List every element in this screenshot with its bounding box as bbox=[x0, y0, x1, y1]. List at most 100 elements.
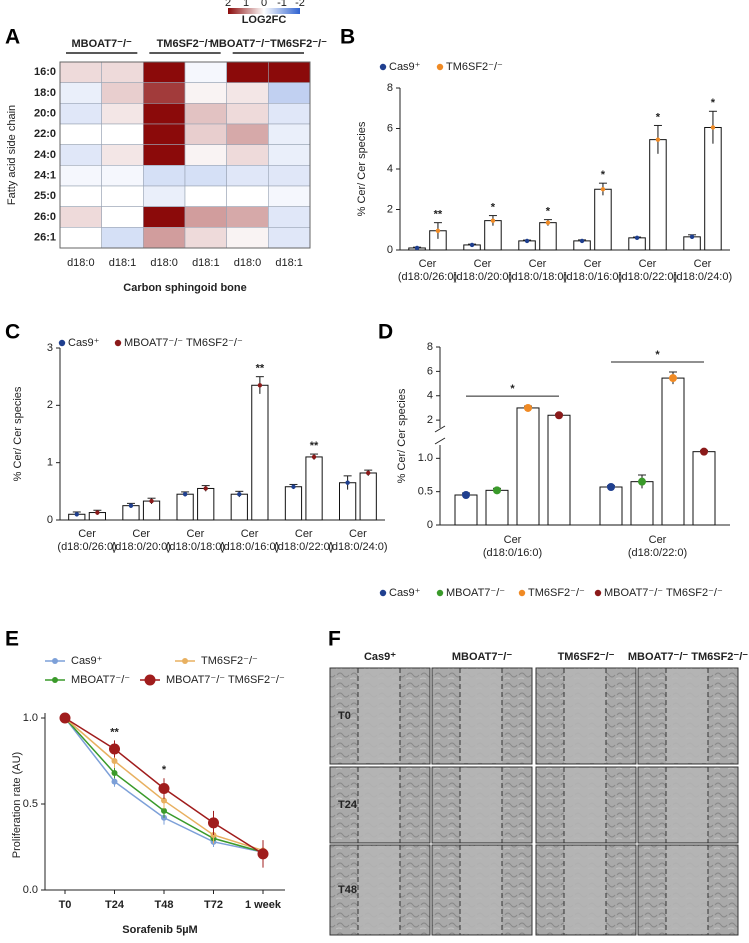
x-tick-label-line: (d18:0/16:0) bbox=[483, 547, 542, 559]
heatmap-cell bbox=[59, 61, 102, 83]
legend-label: MBOAT7⁻/⁻ bbox=[446, 587, 505, 599]
x-tick-label-line: (d18:0/20:0) bbox=[112, 541, 171, 553]
heatmap-cell bbox=[226, 123, 269, 145]
legend-label: Cas9⁺ bbox=[68, 337, 100, 349]
column-label: d18:0 bbox=[150, 257, 178, 269]
heatmap-cell bbox=[101, 227, 144, 249]
point bbox=[111, 770, 118, 777]
significance: * bbox=[546, 206, 551, 218]
legend-marker bbox=[182, 658, 188, 664]
x-tick-label-line: (d18:0/20:0) bbox=[453, 271, 512, 283]
group-label: TM6SF2⁻/⁻ bbox=[157, 38, 214, 50]
mean-marker bbox=[524, 238, 530, 244]
point bbox=[208, 817, 219, 829]
y-tick-label: 1.0 bbox=[23, 712, 38, 724]
x-tick-label-line: Cer bbox=[694, 258, 712, 270]
legend-label: MBOAT7⁻/⁻ TM6SF2⁻/⁻ bbox=[124, 337, 243, 349]
bar bbox=[176, 493, 194, 521]
heatmap-cell bbox=[101, 206, 144, 228]
mean-marker bbox=[700, 447, 708, 456]
wound-gap bbox=[564, 768, 606, 842]
bar bbox=[485, 489, 509, 526]
significance: * bbox=[162, 764, 167, 776]
heatmap-cell bbox=[226, 227, 269, 249]
x-tick-label: Cer (d18:0/24:0) bbox=[328, 528, 387, 553]
y-tick-label: 1 bbox=[47, 457, 53, 469]
x-tick-label-line: Cer bbox=[584, 258, 602, 270]
axis-break bbox=[434, 425, 446, 433]
heatmap-cell bbox=[184, 185, 227, 207]
column-label: d18:1 bbox=[109, 257, 137, 269]
column-label: d18:1 bbox=[192, 257, 220, 269]
legend-marker bbox=[436, 63, 444, 71]
legend-marker bbox=[144, 674, 156, 686]
row-label: 18:0 bbox=[34, 87, 56, 99]
y-axis-label: % Cer/ Cer species bbox=[396, 388, 408, 483]
heatmap-cell bbox=[184, 206, 227, 228]
x-tick-label-line: Cer bbox=[529, 258, 547, 270]
x-tick-label-line: (d18:0/24:0) bbox=[328, 541, 387, 553]
legend-marker bbox=[379, 589, 387, 597]
mean-marker bbox=[600, 187, 606, 192]
row-label: 20:0 bbox=[34, 108, 56, 120]
y-tick-label: 1.0 bbox=[418, 452, 433, 464]
row-label: T24 bbox=[338, 799, 358, 811]
mean-marker bbox=[366, 470, 371, 476]
heatmap-cell bbox=[184, 61, 227, 83]
bar bbox=[599, 486, 623, 526]
mean-marker bbox=[128, 503, 134, 508]
colorbar-tick-label: 0 bbox=[261, 0, 267, 9]
column-label: Cas9⁺ bbox=[364, 651, 396, 663]
column-label: d18:0 bbox=[234, 257, 262, 269]
mean-marker bbox=[182, 492, 188, 497]
bar bbox=[305, 456, 323, 521]
bar bbox=[516, 407, 540, 526]
column-label: d18:1 bbox=[275, 257, 303, 269]
mean-marker bbox=[638, 477, 646, 486]
significance: * bbox=[655, 349, 660, 361]
mean-marker bbox=[237, 492, 242, 497]
x-tick-label: T24 bbox=[105, 899, 125, 911]
bar bbox=[594, 188, 612, 251]
heatmap-cell bbox=[143, 185, 186, 207]
y-axis-label: % Cer/ Cer species bbox=[356, 121, 368, 216]
mean-marker bbox=[257, 383, 263, 388]
y-tick-label: 2 bbox=[387, 203, 393, 215]
bar bbox=[284, 486, 303, 521]
x-tick-label: Cer (d18:0/26:0) bbox=[398, 258, 457, 283]
y-tick-label: 8 bbox=[427, 341, 433, 353]
mean-marker bbox=[689, 234, 695, 240]
y-axis-label: Fatty acid side chain bbox=[6, 105, 18, 205]
heatmap-cell bbox=[268, 103, 311, 125]
mean-marker bbox=[414, 245, 420, 251]
bar bbox=[661, 377, 685, 526]
legend-marker bbox=[114, 339, 122, 347]
x-tick-label: Cer (d18:0/18:0) bbox=[166, 528, 225, 553]
x-tick-label-line: Cer bbox=[474, 258, 492, 270]
heatmap-cell bbox=[143, 61, 186, 83]
legend-label: Cas9⁺ bbox=[71, 655, 103, 667]
wound-gap bbox=[564, 669, 606, 763]
mean-marker bbox=[607, 483, 615, 491]
panel-letter: F bbox=[328, 628, 341, 651]
x-tick-label-line: (d18:0/24:0) bbox=[673, 271, 732, 283]
heatmap-cell bbox=[226, 103, 269, 125]
heatmap-cell bbox=[143, 103, 186, 125]
colorbar-tick-label: -2 bbox=[295, 0, 305, 9]
x-tick-label-line: Cer bbox=[78, 528, 96, 540]
x-tick-label: Cer (d18:0/20:0) bbox=[112, 528, 171, 553]
colorbar-tick-label: 2 bbox=[225, 0, 231, 9]
heatmap-cell bbox=[59, 103, 102, 125]
x-tick-label-line: (d18:0/22:0) bbox=[628, 547, 687, 559]
colorbar-label: LOG2FC bbox=[242, 14, 287, 26]
heatmap-cell bbox=[59, 82, 102, 104]
significance: * bbox=[601, 169, 606, 181]
mean-marker bbox=[311, 454, 317, 460]
wound-gap bbox=[564, 846, 606, 934]
column-label: MBOAT7⁻/⁻ bbox=[452, 651, 512, 663]
heatmap-cell bbox=[268, 61, 311, 83]
bar bbox=[539, 222, 557, 251]
x-tick-label-line: (d18:0/26:0) bbox=[398, 271, 457, 283]
wound-gap bbox=[358, 669, 400, 763]
heatmap-cell bbox=[59, 206, 102, 228]
